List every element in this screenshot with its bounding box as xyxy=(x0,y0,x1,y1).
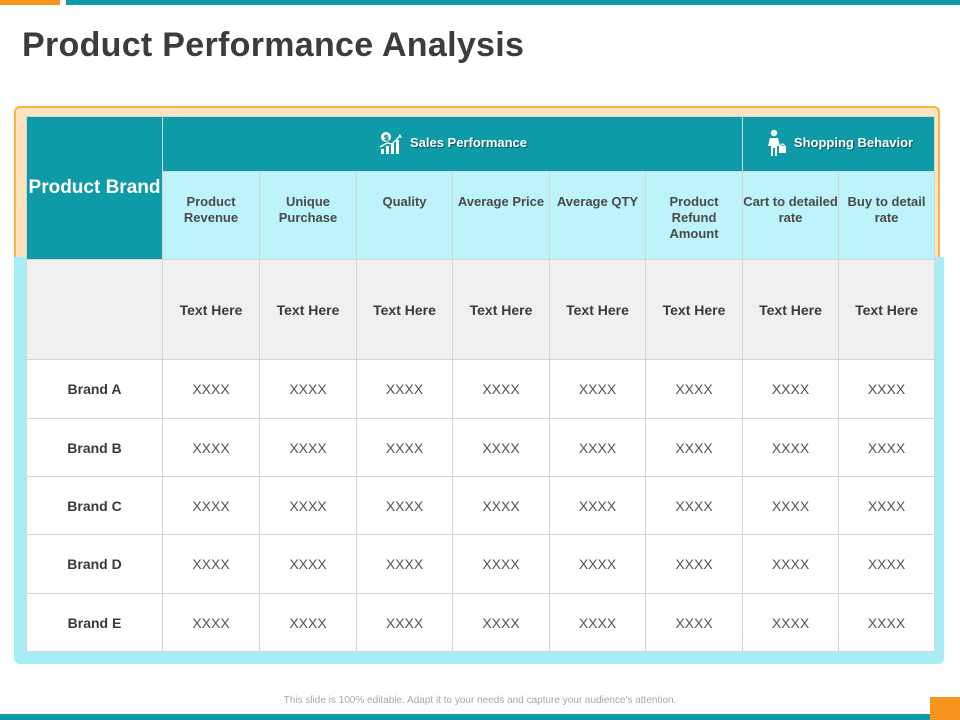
text-cell: Text Here xyxy=(452,259,550,360)
value-cell: XXXX xyxy=(742,534,839,594)
brand-name: Brand E xyxy=(26,593,163,652)
brand-name: Brand C xyxy=(26,476,163,535)
value-cell: XXXX xyxy=(742,418,839,477)
col-header-product-refund-amount: Product Refund Amount xyxy=(645,171,743,260)
value-cell: XXXX xyxy=(162,534,260,594)
bottom-accent-orange xyxy=(930,697,960,720)
performance-table: Product Brand $ Sales Performance xyxy=(26,116,935,652)
col-header-unique-purchase: Unique Purchase xyxy=(259,171,357,260)
brand-name: Brand D xyxy=(26,534,163,594)
text-cell: Text Here xyxy=(838,259,935,360)
value-cell: XXXX xyxy=(549,359,646,419)
sales-performance-header: $ Sales Performance xyxy=(162,116,743,172)
col-header-cart-to-detailed-rate: Cart to detailed rate xyxy=(742,171,839,260)
table-row: Brand D XXXX XXXX XXXX XXXX XXXX XXXX XX… xyxy=(26,534,935,594)
top-accent-orange xyxy=(0,0,60,5)
value-cell: XXXX xyxy=(259,593,357,652)
text-cell: Text Here xyxy=(645,259,743,360)
value-cell: XXXX xyxy=(356,476,453,535)
text-placeholder-row: Text Here Text Here Text Here Text Here … xyxy=(26,259,935,360)
value-cell: XXXX xyxy=(259,418,357,477)
value-cell: XXXX xyxy=(838,418,935,477)
text-cell: Text Here xyxy=(259,259,357,360)
value-cell: XXXX xyxy=(549,593,646,652)
col-header-quality: Quality xyxy=(356,171,453,260)
value-cell: XXXX xyxy=(645,359,743,419)
sales-performance-label: Sales Performance xyxy=(409,135,528,150)
svg-text:$: $ xyxy=(383,133,389,142)
text-cell: Text Here xyxy=(742,259,839,360)
value-cell: XXXX xyxy=(838,476,935,535)
page-title: Product Performance Analysis xyxy=(22,26,525,64)
value-cell: XXXX xyxy=(162,476,260,535)
col-header-average-price: Average Price xyxy=(452,171,550,260)
value-cell: XXXX xyxy=(838,534,935,594)
brand-name: Brand B xyxy=(26,418,163,477)
product-brand-header: Product Brand xyxy=(26,116,163,260)
value-cell: XXXX xyxy=(162,418,260,477)
shopper-icon xyxy=(767,129,786,156)
value-cell: XXXX xyxy=(742,359,839,419)
value-cell: XXXX xyxy=(742,476,839,535)
value-cell: XXXX xyxy=(452,593,550,652)
value-cell: XXXX xyxy=(162,593,260,652)
value-cell: XXXX xyxy=(259,359,357,419)
value-cell: XXXX xyxy=(356,359,453,419)
col-header-buy-to-detail-rate: Buy to detail rate xyxy=(838,171,935,260)
value-cell: XXXX xyxy=(452,418,550,477)
value-cell: XXXX xyxy=(549,418,646,477)
table-row: Brand C XXXX XXXX XXXX XXXX XXXX XXXX XX… xyxy=(26,476,935,535)
value-cell: XXXX xyxy=(645,534,743,594)
shopping-behavior-header: Shopping Behavior xyxy=(742,116,935,172)
value-cell: XXXX xyxy=(549,476,646,535)
sales-chart-icon: $ xyxy=(379,131,402,154)
value-cell: XXXX xyxy=(452,476,550,535)
value-cell: XXXX xyxy=(645,418,743,477)
text-cell: Text Here xyxy=(549,259,646,360)
value-cell: XXXX xyxy=(452,534,550,594)
empty-cell xyxy=(26,259,163,360)
table-row: Brand B XXXX XXXX XXXX XXXX XXXX XXXX XX… xyxy=(26,418,935,477)
value-cell: XXXX xyxy=(259,534,357,594)
value-cell: XXXX xyxy=(742,593,839,652)
shopping-behavior-label: Shopping Behavior xyxy=(793,135,914,150)
value-cell: XXXX xyxy=(162,359,260,419)
value-cell: XXXX xyxy=(356,418,453,477)
value-cell: XXXX xyxy=(259,476,357,535)
text-cell: Text Here xyxy=(162,259,260,360)
col-header-average-qty: Average QTY xyxy=(549,171,646,260)
bottom-accent-teal xyxy=(0,714,930,720)
brand-name: Brand A xyxy=(26,359,163,419)
top-accent-teal xyxy=(66,0,960,5)
text-cell: Text Here xyxy=(356,259,453,360)
value-cell: XXXX xyxy=(356,593,453,652)
value-cell: XXXX xyxy=(356,534,453,594)
value-cell: XXXX xyxy=(549,534,646,594)
table-row: Brand A XXXX XXXX XXXX XXXX XXXX XXXX XX… xyxy=(26,359,935,419)
value-cell: XXXX xyxy=(645,476,743,535)
value-cell: XXXX xyxy=(838,359,935,419)
table-row: Brand E XXXX XXXX XXXX XXXX XXXX XXXX XX… xyxy=(26,593,935,652)
value-cell: XXXX xyxy=(838,593,935,652)
col-header-product-revenue: Product Revenue xyxy=(162,171,260,260)
value-cell: XXXX xyxy=(452,359,550,419)
footer-note: This slide is 100% editable. Adapt it to… xyxy=(283,695,677,706)
value-cell: XXXX xyxy=(645,593,743,652)
